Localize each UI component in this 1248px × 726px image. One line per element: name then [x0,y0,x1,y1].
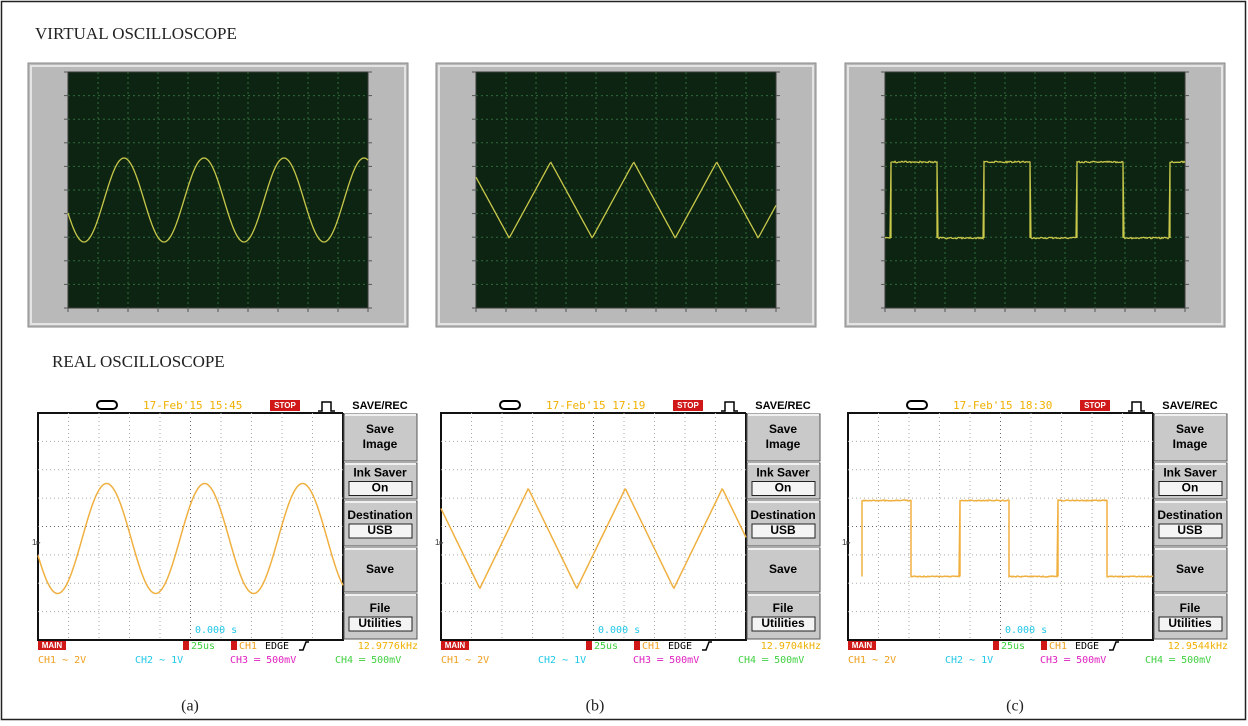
main-label: MAIN [445,641,466,650]
trigger-mode: EDGE [668,641,692,652]
menu-title: SAVE/REC [755,400,810,412]
channel-setting: CH4 ═ 500mV [738,655,804,666]
menu-label: Destination [347,508,412,522]
channel-setting: CH3 ═ 500mV [633,655,699,666]
menu-label: Destination [750,508,815,522]
timestamp: 17-Feb'15 15:45 [143,399,242,412]
menu-label: File [1180,601,1201,615]
caption: (c) [1006,698,1024,715]
menu-label: Destination [1157,508,1222,522]
menu-label: On [1182,481,1199,495]
timebase: 25us [191,641,215,652]
channel-setting: CH4 ═ 500mV [335,655,401,666]
channel-setting: CH4 ═ 500mV [1145,655,1211,666]
menu-label: USB [1177,523,1203,537]
figure: VIRTUAL OSCILLOSCOPE REAL OSCILLOSCOPE 1… [0,0,1248,721]
marker-square [586,641,592,650]
channel-setting: CH2 ∼ 1V [945,655,993,666]
menu-label: Utilities [358,616,402,630]
timebase: 25us [1001,641,1025,652]
frequency: 12.9704kHz [761,641,821,652]
timestamp: 17-Feb'15 18:30 [953,399,1052,412]
caption: (b) [586,698,605,715]
status: STOP [1084,401,1106,410]
time-offset: 0.000 s [195,625,237,636]
status: STOP [274,401,296,410]
frequency: 12.9776kHz [358,641,418,652]
menu-title: SAVE/REC [352,400,407,412]
trigger-source: CH1 [642,641,660,652]
trigger-mode: EDGE [265,641,289,652]
main-label: MAIN [42,641,63,650]
marker-icon [97,401,117,409]
marker-square [183,641,189,650]
menu-label: Save [1176,422,1204,436]
channel-setting: CH3 ═ 500mV [230,655,296,666]
channel-setting: CH2 ∼ 1V [538,655,586,666]
menu-label: Image [766,437,801,451]
channel-marker: 1▸ [435,538,443,547]
channel-marker: 1▸ [32,538,40,547]
section-title: REAL OSCILLOSCOPE [52,352,225,371]
marker-square [993,641,999,650]
marker-icon [907,401,927,409]
menu-label: File [773,601,794,615]
menu-label: Ink Saver [353,466,407,480]
menu-label: Image [1173,437,1208,451]
menu-label: On [372,481,389,495]
menu-label: Save [769,562,797,576]
menu-label: Save [1176,562,1204,576]
trigger-source: CH1 [1049,641,1067,652]
trigger-source: CH1 [239,641,257,652]
timestamp: 17-Feb'15 17:19 [546,399,645,412]
menu-label: USB [770,523,796,537]
frequency: 12.9544kHz [1168,641,1228,652]
menu-label: Save [366,422,394,436]
marker-square [231,641,237,650]
timebase: 25us [594,641,618,652]
channel-setting: CH1 ∼ 2V [441,655,489,666]
menu-label: File [370,601,391,615]
main-label: MAIN [852,641,873,650]
marker-square [1041,641,1047,650]
channel-setting: CH3 ═ 500mV [1040,655,1106,666]
marker-square [634,641,640,650]
menu-label: Ink Saver [756,466,810,480]
menu-label: Image [363,437,398,451]
menu-title: SAVE/REC [1162,400,1217,412]
status: STOP [677,401,699,410]
menu-label: Save [769,422,797,436]
trigger-mode: EDGE [1075,641,1099,652]
marker-icon [500,401,520,409]
channel-setting: CH1 ∼ 2V [38,655,86,666]
section-title: VIRTUAL OSCILLOSCOPE [35,24,237,43]
channel-setting: CH2 ∼ 1V [135,655,183,666]
caption: (a) [181,698,199,715]
menu-label: Save [366,562,394,576]
menu-label: On [775,481,792,495]
channel-setting: CH1 ∼ 2V [848,655,896,666]
menu-label: Ink Saver [1163,466,1217,480]
channel-marker: 1▸ [842,538,850,547]
menu-label: Utilities [761,616,805,630]
menu-label: USB [367,523,393,537]
time-offset: 0.000 s [1005,625,1047,636]
menu-label: Utilities [1168,616,1212,630]
time-offset: 0.000 s [598,625,640,636]
